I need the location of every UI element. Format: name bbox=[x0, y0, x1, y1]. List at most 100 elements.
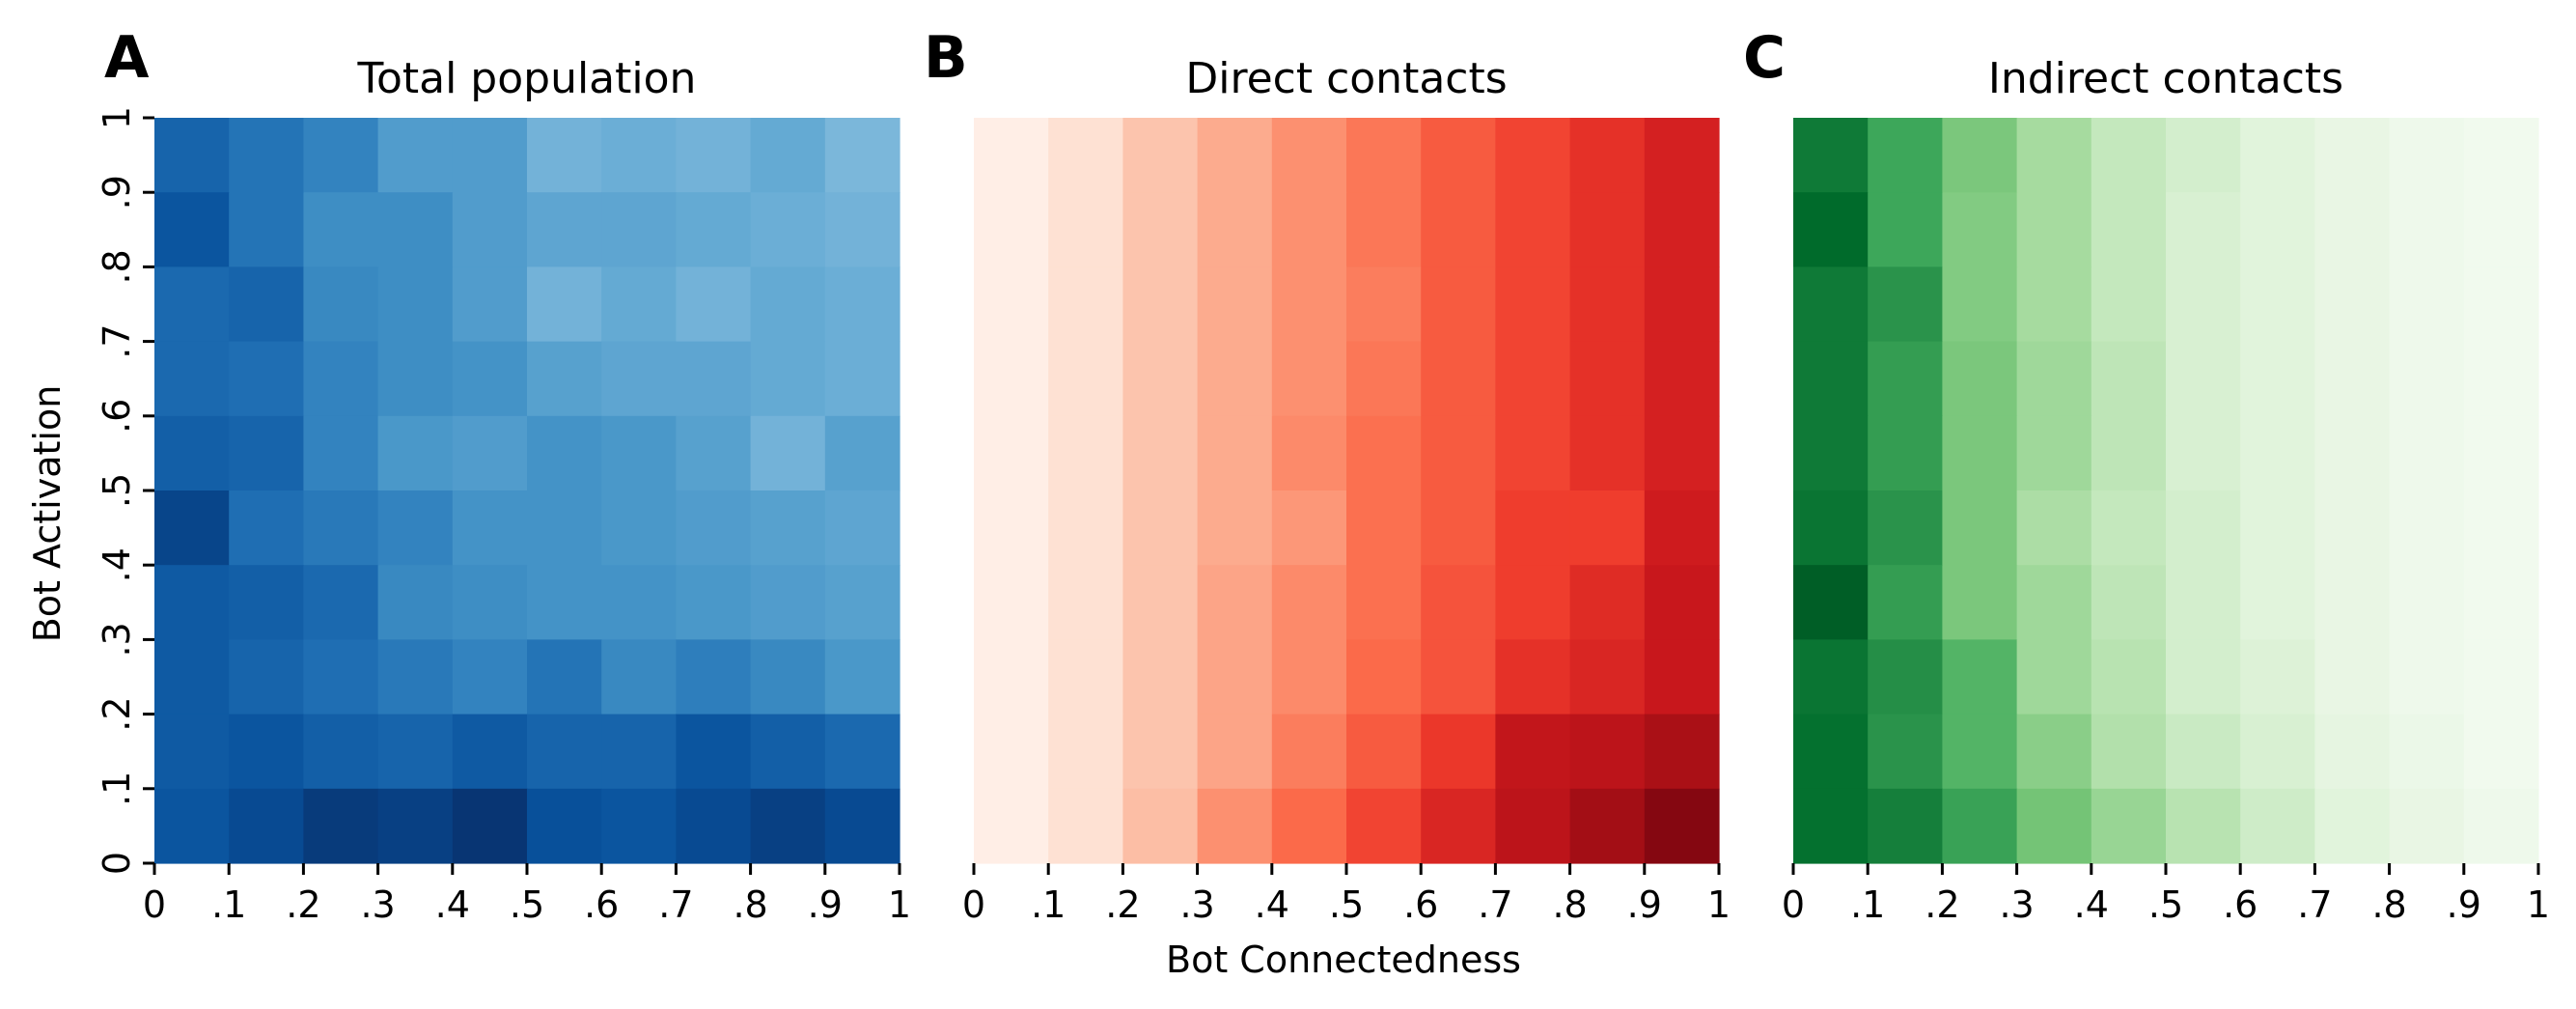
y-axis-label: Bot Activation bbox=[26, 385, 69, 643]
heatmap-cell bbox=[2240, 192, 2315, 267]
heatmap-cell bbox=[2389, 788, 2465, 864]
y-tick-label: .2 bbox=[96, 696, 138, 731]
heatmap-cell bbox=[1048, 490, 1123, 566]
heatmap-cell bbox=[2166, 415, 2241, 491]
y-tick-label: .1 bbox=[96, 771, 138, 806]
heatmap-cell bbox=[1271, 714, 1347, 790]
heatmap-cell bbox=[1197, 266, 1273, 343]
heatmap-cell bbox=[750, 639, 826, 715]
heatmap-cell bbox=[974, 415, 1049, 491]
heatmap-cell bbox=[1644, 192, 1720, 267]
heatmap-cell bbox=[1942, 565, 2018, 640]
heatmap-cell bbox=[2463, 192, 2539, 267]
heatmap-cell bbox=[2166, 192, 2241, 267]
heatmap-cell bbox=[1346, 714, 1422, 790]
heatmap-cell bbox=[452, 490, 528, 566]
heatmap-cell bbox=[1421, 490, 1496, 566]
heatmap-cell bbox=[1048, 118, 1123, 193]
heatmap-cell bbox=[676, 192, 752, 267]
heatmap-cell bbox=[229, 565, 304, 640]
heatmap-cell bbox=[229, 639, 304, 715]
heatmap-cell bbox=[154, 341, 230, 417]
heatmap-cell bbox=[2389, 415, 2465, 491]
heatmap-cell bbox=[2016, 192, 2092, 267]
heatmap-cell bbox=[1197, 118, 1273, 193]
heatmap-cell bbox=[1048, 266, 1123, 343]
heatmap-cell bbox=[2240, 788, 2315, 864]
x-tick-label: .4 bbox=[435, 883, 470, 926]
heatmap-cell bbox=[377, 266, 454, 343]
heatmap-cell bbox=[2166, 490, 2241, 566]
heatmap-cell bbox=[750, 490, 826, 566]
heatmap-cell bbox=[229, 118, 304, 193]
heatmap-cell bbox=[2314, 565, 2391, 640]
heatmap-cell bbox=[601, 192, 677, 267]
heatmap-cell bbox=[1942, 192, 2018, 267]
x-tick-label: .9 bbox=[808, 883, 843, 926]
heatmap-cell bbox=[601, 415, 677, 491]
y-tick-label: .8 bbox=[96, 249, 138, 284]
heatmap-cell bbox=[974, 266, 1049, 343]
heatmap-cell bbox=[601, 490, 677, 566]
heatmap-cell bbox=[229, 788, 304, 864]
x-tick-label: .6 bbox=[1403, 883, 1438, 926]
x-tick-label: 1 bbox=[2527, 883, 2550, 926]
heatmap-cell bbox=[676, 490, 752, 566]
heatmap-cell bbox=[2016, 118, 2092, 193]
heatmap-cell bbox=[750, 788, 826, 864]
heatmap-cell bbox=[1048, 415, 1123, 491]
heatmap-cell bbox=[2240, 118, 2315, 193]
heatmap-cell bbox=[1197, 341, 1273, 417]
heatmap-cell bbox=[452, 266, 528, 343]
heatmap-cell bbox=[1868, 341, 1943, 417]
heatmap-cell bbox=[1346, 565, 1422, 640]
heatmap-cell bbox=[974, 788, 1049, 864]
heatmap-cell bbox=[1868, 192, 1943, 267]
heatmap-cell bbox=[1421, 266, 1496, 343]
heatmap-cell bbox=[676, 341, 752, 417]
panel-title: Direct contacts bbox=[1185, 54, 1507, 103]
heatmap-cell bbox=[2463, 415, 2539, 491]
heatmap-cell bbox=[303, 490, 379, 566]
heatmap-cell bbox=[1495, 192, 1571, 267]
heatmap-cell bbox=[1421, 639, 1496, 715]
heatmap-cell bbox=[303, 565, 379, 640]
heatmap-cell bbox=[1793, 490, 1869, 566]
heatmap-cell bbox=[1569, 415, 1646, 491]
heatmap-cell bbox=[1421, 714, 1496, 790]
heatmap-cell bbox=[1495, 118, 1571, 193]
heatmap-cell bbox=[2389, 192, 2465, 267]
x-axis-label: Bot Connectedness bbox=[1166, 939, 1521, 981]
heatmap-cell bbox=[601, 266, 677, 343]
heatmap-cell bbox=[824, 565, 900, 640]
heatmap-cell bbox=[676, 266, 752, 343]
heatmap-cell bbox=[1346, 341, 1422, 417]
heatmap-cell bbox=[527, 565, 602, 640]
x-tick-label: .8 bbox=[2371, 883, 2406, 926]
heatmap-cell bbox=[1271, 341, 1347, 417]
heatmap-cell bbox=[377, 192, 454, 267]
heatmap-cell bbox=[2314, 192, 2391, 267]
heatmap-cell bbox=[676, 788, 752, 864]
heatmap-cell bbox=[1793, 788, 1869, 864]
heatmap-cell bbox=[2314, 118, 2391, 193]
heatmap-cell bbox=[1346, 639, 1422, 715]
heatmap-cell bbox=[676, 639, 752, 715]
heatmap-cell bbox=[1569, 118, 1646, 193]
heatmap-cell bbox=[1421, 192, 1496, 267]
heatmap-cell bbox=[1048, 639, 1123, 715]
heatmap-cell bbox=[1868, 639, 1943, 715]
heatmap-cell bbox=[1868, 490, 1943, 566]
heatmap-cell bbox=[1346, 192, 1422, 267]
heatmap-cell bbox=[1644, 565, 1720, 640]
heatmap-cell bbox=[750, 341, 826, 417]
heatmap-cell bbox=[1495, 266, 1571, 343]
heatmap-cell bbox=[2016, 639, 2092, 715]
heatmap-cell bbox=[2463, 341, 2539, 417]
heatmap-cell bbox=[1942, 341, 2018, 417]
panel-letter: A bbox=[104, 24, 150, 92]
heatmap-cell bbox=[1495, 415, 1571, 491]
heatmap-cell bbox=[2166, 788, 2241, 864]
heatmap-cell bbox=[1644, 415, 1720, 491]
